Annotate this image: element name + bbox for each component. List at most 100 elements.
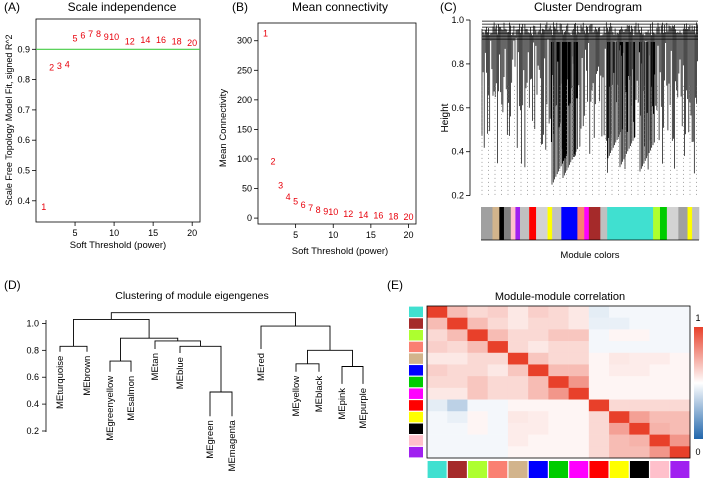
e-heatmap-cell <box>467 317 488 330</box>
c-module-color-segment <box>503 207 512 240</box>
e-heatmap-cell <box>609 446 630 459</box>
e-heatmap-cell <box>467 364 488 377</box>
c-module-color-segment <box>577 207 585 240</box>
panel-d-eigengene-clustering: (D) Clustering of module eigengenes 0.2 0… <box>4 278 369 471</box>
a-xtick-label: 20 <box>187 228 197 238</box>
d-ytick-label: 1.0 <box>26 318 39 328</box>
b-xtick-label: 15 <box>366 230 376 240</box>
e-heatmap-cell <box>649 422 671 435</box>
c-module-color-segment <box>536 207 548 240</box>
e-heatmap-cell <box>528 352 549 365</box>
e-heatmap-cell <box>629 306 650 318</box>
e-heatmap-cell <box>649 387 671 400</box>
panel-a-title: Scale independence <box>68 0 177 14</box>
panel-a-ylabel: Scale Free Topology Model Fit, signed R^… <box>4 34 14 205</box>
e-heatmap-cell <box>507 341 529 354</box>
c-module-color-segment <box>600 207 608 240</box>
e-heatmap-cell <box>507 434 529 447</box>
e-heatmap-cell <box>629 399 650 412</box>
e-heatmap-cell <box>669 434 691 447</box>
c-leaf-dots <box>481 85 697 196</box>
d-leaf-label: MEgreenyellow <box>105 376 116 441</box>
e-heatmap-cell <box>447 422 468 435</box>
e-heatmap-cell <box>548 446 569 459</box>
c-module-color-segment <box>653 207 661 240</box>
b-ytick-label: 300 <box>237 36 252 46</box>
d-leaf-label: MEturquoise <box>55 356 66 409</box>
e-heatmap-cell <box>568 329 590 342</box>
b-ytick-label: 150 <box>237 124 252 134</box>
e-col-module-color <box>427 461 447 478</box>
e-heatmap-cell <box>669 364 691 377</box>
e-heatmap-cell <box>427 364 448 377</box>
d-leaf-label: MEblack <box>314 376 325 413</box>
e-heatmap-cell <box>528 399 549 412</box>
e-heatmap-cell <box>588 306 610 318</box>
b-xtick-label: 10 <box>328 230 338 240</box>
c-module-color-segment <box>692 207 700 240</box>
e-heatmap-cell <box>427 387 448 400</box>
e-heatmap-cell <box>427 376 448 389</box>
d-ytick-label: 0.6 <box>26 372 39 382</box>
c-module-color-segment <box>499 207 505 240</box>
a-point-label: 8 <box>96 29 101 39</box>
d-leaf-label: MEmagenta <box>227 420 238 472</box>
b-point-label: 12 <box>343 209 353 219</box>
e-heatmap-cell <box>528 341 549 354</box>
e-heatmap-cell <box>427 317 448 330</box>
e-col-module-color <box>488 461 508 478</box>
panel-e-color-legend <box>694 327 703 439</box>
e-heatmap-cell <box>487 434 509 447</box>
panel-b-letter: (B) <box>232 0 248 14</box>
a-xtick-label: 5 <box>73 228 78 238</box>
e-heatmap-cell <box>507 306 529 318</box>
e-heatmap-cell <box>507 364 529 377</box>
c-module-color-segment <box>678 207 688 240</box>
e-heatmap-cell <box>609 376 630 389</box>
panel-b-mean-connectivity: (B) Mean connectivity Soft Threshold (po… <box>218 0 417 257</box>
e-heatmap-cell <box>568 434 590 447</box>
b-point-label: 3 <box>278 181 283 191</box>
e-heatmap-cell <box>548 376 569 389</box>
e-heatmap-cell <box>629 352 650 365</box>
e-heatmap-cell <box>669 411 691 424</box>
panel-c-dendrogram-tree <box>481 20 698 196</box>
e-col-module-color <box>508 461 528 478</box>
e-heatmap-cell <box>447 446 468 459</box>
panel-c-module-color-bar <box>481 207 700 240</box>
b-ytick-label: 250 <box>237 65 252 75</box>
e-heatmap-cell <box>629 317 650 330</box>
panel-b-ylabel: Mean Connectivity <box>218 89 229 167</box>
e-heatmap-cell <box>467 376 488 389</box>
panel-a-letter: (A) <box>4 0 20 14</box>
e-heatmap-cell <box>649 341 671 354</box>
e-heatmap-cell <box>427 411 448 424</box>
panel-e-heatmap-cells <box>427 306 691 459</box>
d-leaf-label: MEyellow <box>291 376 302 417</box>
e-heatmap-cell <box>568 306 590 318</box>
e-heatmap-cell <box>568 399 590 412</box>
c-module-color-segment <box>510 207 516 240</box>
c-module-color-segment <box>515 207 521 240</box>
e-row-module-color <box>409 318 423 329</box>
e-heatmap-cell <box>447 329 468 342</box>
e-heatmap-cell <box>467 387 488 400</box>
c-module-color-segment <box>659 207 668 240</box>
panel-e-module-correlation: (E) Module-module correlation 1 0 <box>387 278 703 478</box>
panel-e-row-color-strip <box>409 306 423 458</box>
b-point-label: 20 <box>403 212 413 222</box>
panel-d-letter: (D) <box>4 278 21 292</box>
e-heatmap-cell <box>588 317 610 330</box>
e-col-module-color <box>447 461 467 478</box>
e-heatmap-cell <box>528 446 549 459</box>
e-heatmap-cell <box>447 317 468 330</box>
e-heatmap-cell <box>528 387 549 400</box>
e-heatmap-cell <box>609 387 630 400</box>
c-module-color-segment <box>666 207 679 240</box>
e-heatmap-cell <box>568 341 590 354</box>
e-heatmap-cell <box>568 376 590 389</box>
d-leaf-label: MEpurple <box>358 388 369 429</box>
e-row-module-color <box>409 376 423 388</box>
c-module-color-segment <box>687 207 693 240</box>
b-ytick-label: 50 <box>242 184 252 194</box>
